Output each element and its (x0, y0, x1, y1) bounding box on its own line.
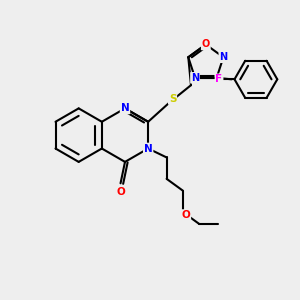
Text: O: O (182, 210, 190, 220)
Text: F: F (215, 74, 223, 84)
Text: N: N (219, 52, 227, 62)
Text: S: S (169, 94, 176, 104)
Text: N: N (121, 103, 129, 113)
Text: N: N (191, 73, 199, 83)
Text: O: O (116, 187, 125, 196)
Text: O: O (202, 40, 210, 50)
Text: N: N (144, 143, 152, 154)
